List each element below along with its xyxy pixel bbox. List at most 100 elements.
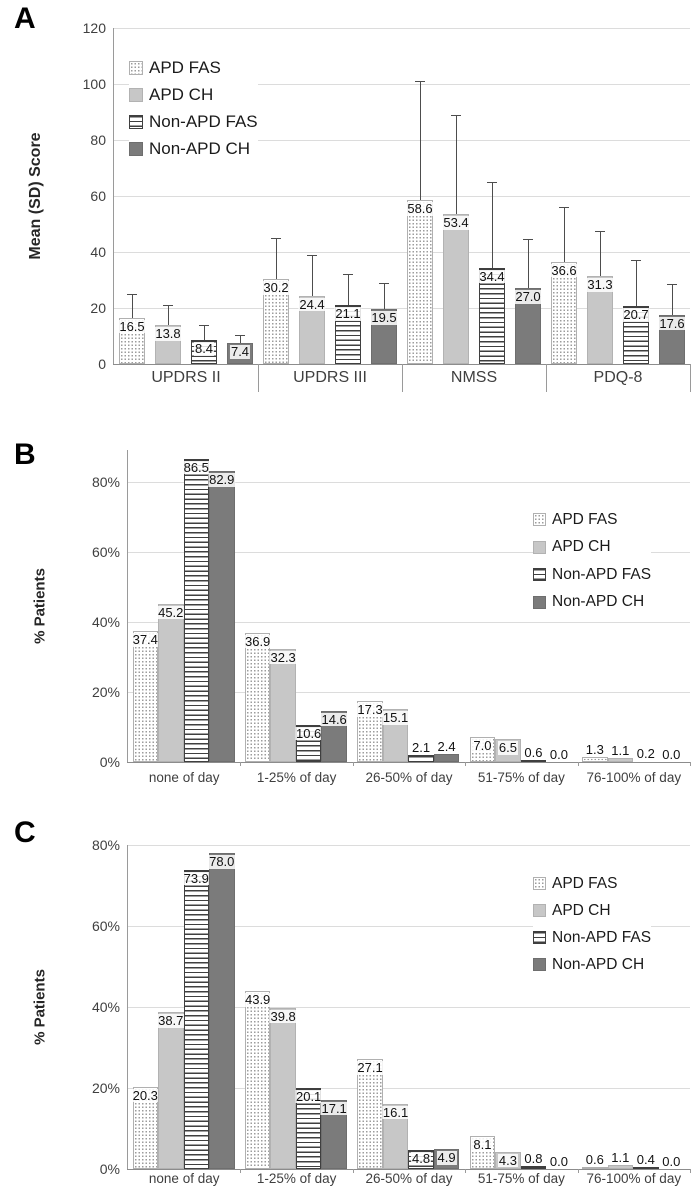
value-label: 20.3 (131, 1087, 159, 1103)
category-separator (690, 364, 691, 392)
y-tick-label: 60% (91, 918, 120, 934)
legend-label: APD FAS (149, 57, 221, 77)
x-axis-line (127, 1169, 690, 1170)
error-bar (420, 81, 421, 200)
panel-A: A Mean (SD) Score 16.5 30.2 58.6 36.6 13.8 24… (0, 0, 697, 430)
value-label: 16.5 (118, 318, 146, 334)
legend-label: APD FAS (552, 874, 618, 892)
x-category-label: 26-50% of day (365, 1171, 453, 1186)
gridline (114, 28, 690, 29)
gridline (114, 308, 690, 309)
dots-swatch-icon (129, 60, 143, 75)
value-label: 20.1 (294, 1088, 323, 1104)
gridline (114, 84, 690, 85)
value-label: 36.6 (550, 262, 578, 278)
value-label: 39.8 (269, 1008, 297, 1024)
legend-item: APD FAS (533, 870, 652, 897)
x-category-label: 76-100% of day (586, 1171, 682, 1186)
dark-swatch-icon (533, 958, 546, 971)
value-label: 7.0 (472, 738, 493, 754)
x-category-label: NMSS (450, 369, 498, 386)
error-bar-cap (415, 81, 425, 83)
error-bar-cap (379, 282, 389, 284)
error-bar-cap (667, 284, 677, 286)
x-category-label: 1-25% of day (256, 770, 337, 785)
error-bar (312, 254, 313, 296)
gridline (128, 551, 690, 553)
error-bar-cap (595, 231, 605, 232)
panel-letter-A: A (14, 2, 36, 35)
legend-label: Non-APD CH (552, 593, 645, 611)
error-bar (276, 238, 277, 280)
error-bar-cap (523, 239, 533, 241)
value-label: 17.3 (356, 702, 384, 718)
error-bar (672, 284, 673, 315)
error-bar-cap (451, 114, 461, 116)
value-label: 4.3 (497, 1152, 518, 1168)
bar-apd-fas (407, 199, 433, 364)
bar-apd-fas (582, 1166, 608, 1169)
value-label: 4.9 (436, 1150, 457, 1166)
value-label: 19.5 (370, 310, 398, 326)
light-swatch-icon (533, 540, 546, 554)
legend-label: APD CH (149, 84, 214, 104)
legend-label: APD CH (552, 538, 611, 556)
value-label: 34.4 (478, 268, 506, 284)
value-label: 15.1 (381, 710, 410, 726)
category-separator (546, 364, 547, 392)
legend-item: Non-APD FAS (129, 108, 258, 135)
panel-B: B % Patients 37.4 36.9 17.3 7.0 1.3 45.2 32.3 1… (0, 430, 697, 810)
y-tick-label: 80 (90, 132, 106, 148)
value-label: 38.7 (157, 1013, 185, 1029)
y-tick-label: 40 (90, 244, 106, 260)
panel-letter-C: C (14, 816, 36, 849)
bar-apd-fas (244, 632, 271, 762)
gridline (128, 481, 690, 483)
value-label: 10.6 (294, 725, 323, 741)
value-label: 0.0 (661, 1154, 682, 1169)
x-category-label: PDQ-8 (593, 369, 643, 386)
category-separator (465, 762, 467, 766)
value-label: 36.9 (243, 633, 272, 649)
legend: APD FAS APD CH Non-APD FAS Non-APD CH (533, 506, 652, 616)
legend-label: Non-APD CH (149, 138, 251, 158)
category-separator (690, 1169, 691, 1173)
error-bar-cap (559, 207, 569, 209)
value-label: 32.3 (269, 649, 297, 665)
y-tick-label: 100 (82, 76, 106, 92)
bar-non-apd-ch (209, 471, 235, 762)
category-separator (465, 1169, 467, 1173)
value-label: 31.3 (586, 277, 614, 293)
error-bar (168, 305, 169, 326)
error-bar (240, 334, 241, 344)
legend-item: Non-APD CH (533, 588, 652, 616)
error-bar-cap (235, 334, 245, 336)
bar-non-apd-fas (408, 754, 434, 762)
legend-item: Non-APD CH (129, 135, 258, 162)
y-tick-label: 20% (91, 683, 120, 700)
panel-letter-B: B (14, 438, 36, 471)
dark-swatch-icon (129, 141, 143, 156)
value-label: 0.4 (635, 1152, 656, 1168)
value-label: 43.9 (243, 992, 272, 1008)
y-tick-label: 80% (91, 837, 120, 853)
gridline (128, 621, 690, 623)
legend-item: APD FAS (533, 506, 652, 534)
error-bar-cap (271, 238, 281, 239)
x-category-label: 1-25% of day (256, 1171, 337, 1186)
value-label: 82.9 (208, 472, 236, 488)
legend-item: APD CH (533, 897, 652, 924)
error-bar-cap (163, 305, 173, 307)
error-bar (636, 260, 637, 307)
legend-label: Non-APD FAS (149, 111, 258, 131)
legend-label: Non-APD CH (552, 955, 645, 973)
error-bar-cap (487, 182, 497, 183)
value-label: 37.4 (131, 631, 159, 647)
bar-non-apd-fas (479, 267, 505, 364)
category-separator (240, 1169, 242, 1173)
bar-apd-fas (132, 630, 158, 762)
error-bar (492, 182, 493, 268)
value-label: 0.6 (523, 744, 544, 760)
error-bar (528, 239, 529, 289)
value-label: 21.1 (334, 305, 362, 321)
